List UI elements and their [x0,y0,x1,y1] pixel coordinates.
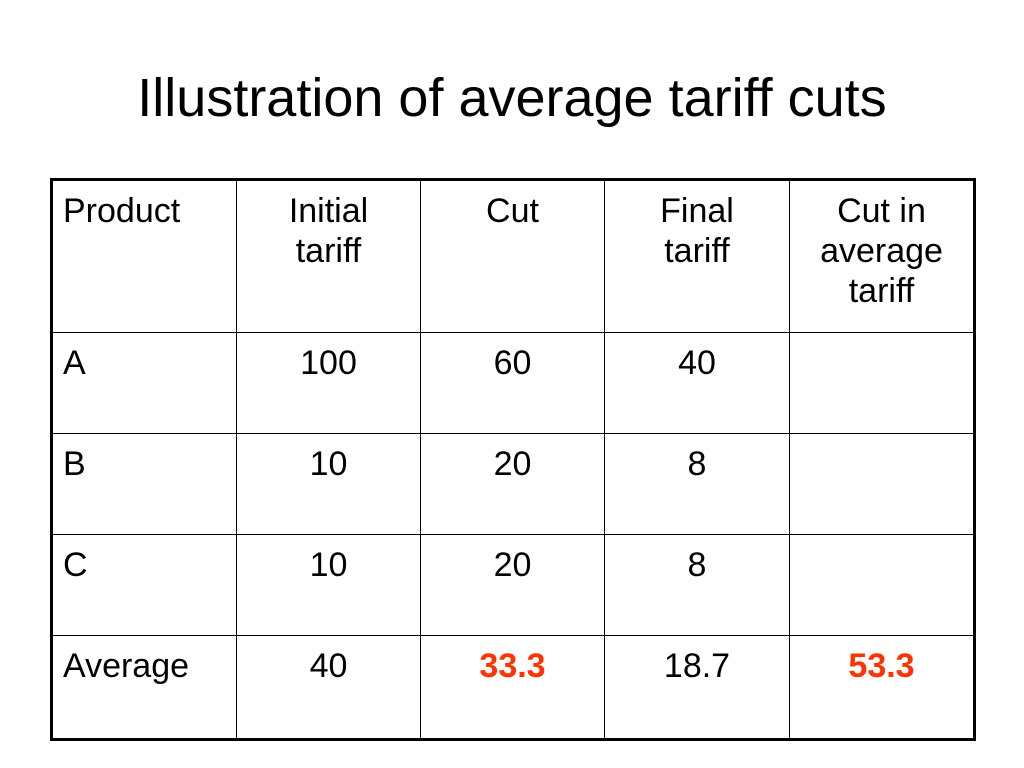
table-row-average: Average 40 33.3 18.7 53.3 [51,635,975,740]
table-header-row: Product Initial tariff Cut Final tariff … [51,179,975,333]
cell-final-tariff: 18.7 [604,635,790,740]
cell-product: Average [51,635,237,740]
cell-cut: 20 [420,433,605,535]
header-cut-in-average-tariff: Cut in average tariff [789,179,975,333]
cell-initial-tariff: 40 [236,635,421,740]
cell-final-tariff: 40 [604,332,790,434]
cell-cut: 20 [420,534,605,636]
table-row-a: A 100 60 40 [51,332,975,434]
slide-title: Illustration of average tariff cuts [137,68,887,128]
table-row-b: B 10 20 8 [51,433,975,535]
cell-initial-tariff: 100 [236,332,421,434]
header-cut: Cut [420,179,605,333]
cell-cut-in-average-tariff-highlight: 53.3 [789,635,975,740]
header-cut-avg-line-2: average [820,232,943,270]
cell-cut-in-average-tariff [789,332,975,434]
header-product-line-1: Product [63,192,181,230]
header-final-tariff-line-1: Final [660,192,734,230]
header-initial-tariff-line-1: Initial [288,192,369,230]
table-row-c: C 10 20 8 [51,534,975,636]
cell-cut: 60 [420,332,605,434]
cell-final-tariff: 8 [604,433,790,535]
header-initial-tariff-line-2: tariff [295,232,362,270]
header-final-tariff-line-2: tariff [664,232,730,270]
cell-product: A [51,332,237,434]
cell-final-tariff: 8 [604,534,790,636]
header-product: Product [51,179,237,333]
header-cut-avg-line-3: tariff [848,272,915,310]
cell-product: C [51,534,237,636]
header-cut-avg-line-1: Cut in [837,192,926,230]
cell-product: B [51,433,237,535]
cell-cut-average-highlight: 33.3 [420,635,605,740]
header-final-tariff: Final tariff [604,179,790,333]
cell-cut-in-average-tariff [789,534,975,636]
cell-cut-in-average-tariff [789,433,975,535]
cell-initial-tariff: 10 [236,433,421,535]
cell-initial-tariff: 10 [236,534,421,636]
header-initial-tariff: Initial tariff [236,179,421,333]
tariff-table: Product Initial tariff Cut Final tariff … [50,178,976,741]
header-cut-line-1: Cut [486,192,539,230]
